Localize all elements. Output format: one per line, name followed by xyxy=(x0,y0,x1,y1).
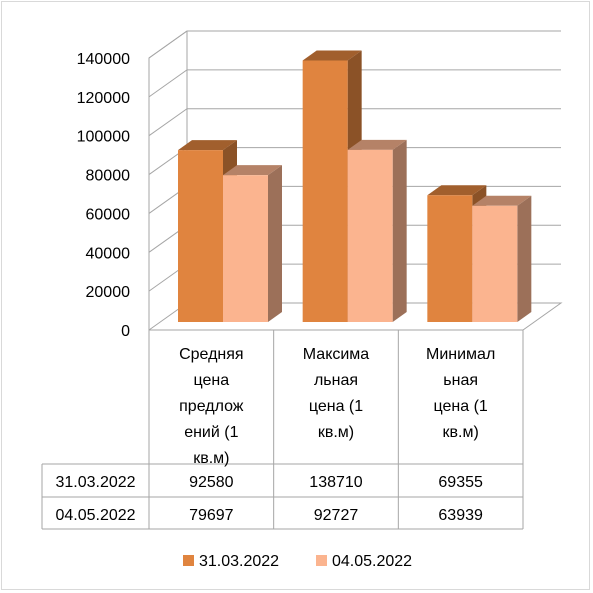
y-tick-label: 40000 xyxy=(86,245,131,262)
legend: 31.03.2022 04.05.2022 xyxy=(183,553,412,570)
bar-front xyxy=(472,205,518,322)
y-tick-label: 140000 xyxy=(77,51,130,68)
gridline xyxy=(148,69,561,98)
y-axis: 0 20000 40000 60000 80000 100000 120000 140000 xyxy=(77,51,130,340)
bar-side xyxy=(268,165,282,322)
bar-front xyxy=(302,60,348,322)
table-value: 92727 xyxy=(314,507,359,524)
bar-2-2 xyxy=(347,139,407,322)
table-value: 138710 xyxy=(309,474,362,491)
bar-2-1 xyxy=(223,165,282,322)
legend-swatch xyxy=(316,555,327,566)
legend-label: 04.05.2022 xyxy=(332,553,412,570)
category-label: льная xyxy=(314,372,358,389)
category-label: цена (1 xyxy=(309,398,363,415)
bar-side xyxy=(517,195,532,322)
bars xyxy=(178,50,532,322)
bar-front xyxy=(347,149,393,322)
table-row-label: 31.03.2022 xyxy=(55,474,135,491)
y-tick-label: 120000 xyxy=(77,90,130,107)
bar-front xyxy=(178,150,223,322)
table-value: 63939 xyxy=(438,507,483,524)
category-label: кв.м) xyxy=(193,450,229,467)
y-tick-label: 60000 xyxy=(86,206,131,223)
category-label: ьная xyxy=(443,372,478,389)
legend-swatch xyxy=(183,555,194,566)
table-value: 69355 xyxy=(438,474,483,491)
category-label: предлож xyxy=(179,398,244,415)
bar-2-3 xyxy=(472,195,532,322)
category-label: кв.м) xyxy=(318,424,354,441)
bar-top xyxy=(472,195,532,206)
category-label: цена (1 xyxy=(434,398,488,415)
bar-top xyxy=(347,139,407,150)
category-label: Максима xyxy=(303,346,370,363)
y-tick-label: 100000 xyxy=(77,129,130,146)
table-row-label: 04.05.2022 xyxy=(55,507,135,524)
gridline xyxy=(148,108,561,137)
category-label: Минимал xyxy=(426,346,495,363)
category-label: цена xyxy=(194,372,230,389)
legend-label: 31.03.2022 xyxy=(199,553,279,570)
gridline xyxy=(148,30,561,59)
table-value: 92580 xyxy=(189,474,234,491)
bar-top xyxy=(302,50,362,61)
category-label: Средняя xyxy=(179,346,244,363)
data-table: Средняя цена предлож ений (1 кв.м) Максима льн… xyxy=(41,330,524,530)
bar-front xyxy=(427,195,473,322)
y-tick-label: 0 xyxy=(121,323,130,340)
bar-front xyxy=(223,175,268,322)
category-label: кв.м) xyxy=(443,424,479,441)
y-tick-label: 20000 xyxy=(86,284,131,301)
bar-top xyxy=(178,140,237,151)
category-label: ений (1 xyxy=(184,424,238,441)
table-value: 79697 xyxy=(189,507,234,524)
bar-side xyxy=(392,139,407,322)
y-tick-label: 80000 xyxy=(86,168,131,185)
bar-top xyxy=(223,165,282,176)
bar-top xyxy=(427,185,487,196)
